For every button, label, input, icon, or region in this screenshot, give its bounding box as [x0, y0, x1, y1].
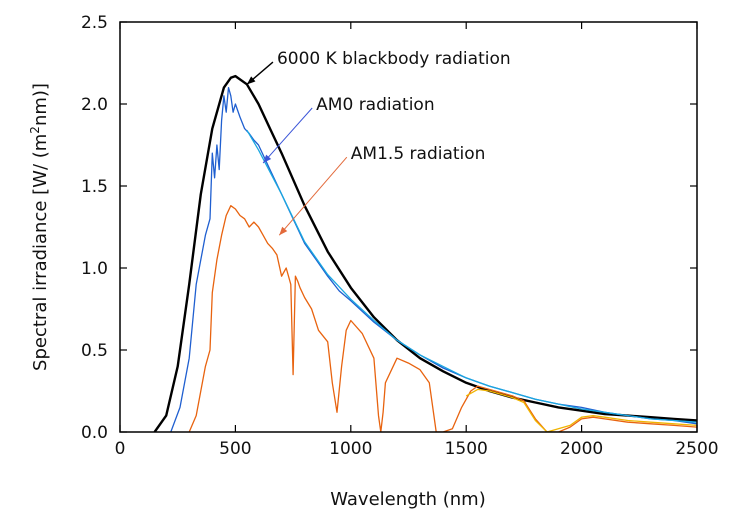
series-line-2 [170, 86, 697, 432]
series-line-5 [465, 388, 697, 432]
x-tick-label: 2500 [675, 439, 718, 459]
x-tick-label: 500 [219, 439, 251, 459]
y-axis-title-unit-open: [W/ (m [30, 134, 51, 195]
y-tick-label: 0.5 [81, 341, 108, 361]
annotation-label: 6000 K blackbody radiation [277, 49, 511, 69]
x-tick-label: 1000 [329, 439, 372, 459]
series-layer [153, 74, 697, 432]
axis-ticks: 0 500 1000 1500 2000 2500 0.0 0.5 1.0 1.5 2.0 2.5 [81, 13, 719, 459]
annotation-arrowhead [279, 226, 288, 236]
annotation-arrow-line [262, 107, 313, 164]
x-tick-label: 0 [115, 439, 126, 459]
y-tick-label: 2.0 [81, 95, 108, 115]
x-axis-title: Wavelength (nm) [330, 489, 486, 510]
annotation-label: AM1.5 radiation [351, 144, 486, 164]
annotation-arrow-line [278, 156, 348, 236]
series-line-4 [188, 205, 697, 432]
y-axis-title-unit-superscript: 2 [28, 126, 42, 134]
annotation-labels: 6000 K blackbody radiation AM0 radiation A… [277, 49, 511, 164]
y-tick-label: 0.0 [81, 423, 108, 443]
annotation-arrowhead [246, 76, 256, 85]
annotation-arrowhead [263, 154, 272, 164]
annotation-label: AM0 radiation [316, 95, 434, 115]
y-axis-title-unit-close: nm)] [30, 83, 51, 126]
plot-frame [119, 21, 698, 433]
y-axis-title-main: Spectral irradiance [30, 195, 51, 371]
annotation-arrows [246, 61, 348, 236]
y-axis-title: Spectral irradiance [W/ (m2nm)] [28, 83, 51, 371]
y-tick-label: 1.5 [81, 177, 108, 197]
series-line-3 [246, 129, 697, 423]
x-tick-label: 1500 [445, 439, 488, 459]
series-line-1 [153, 74, 697, 432]
y-tick-label: 1.0 [81, 259, 108, 279]
x-tick-label: 2000 [560, 439, 603, 459]
y-tick-label: 2.5 [81, 13, 108, 33]
